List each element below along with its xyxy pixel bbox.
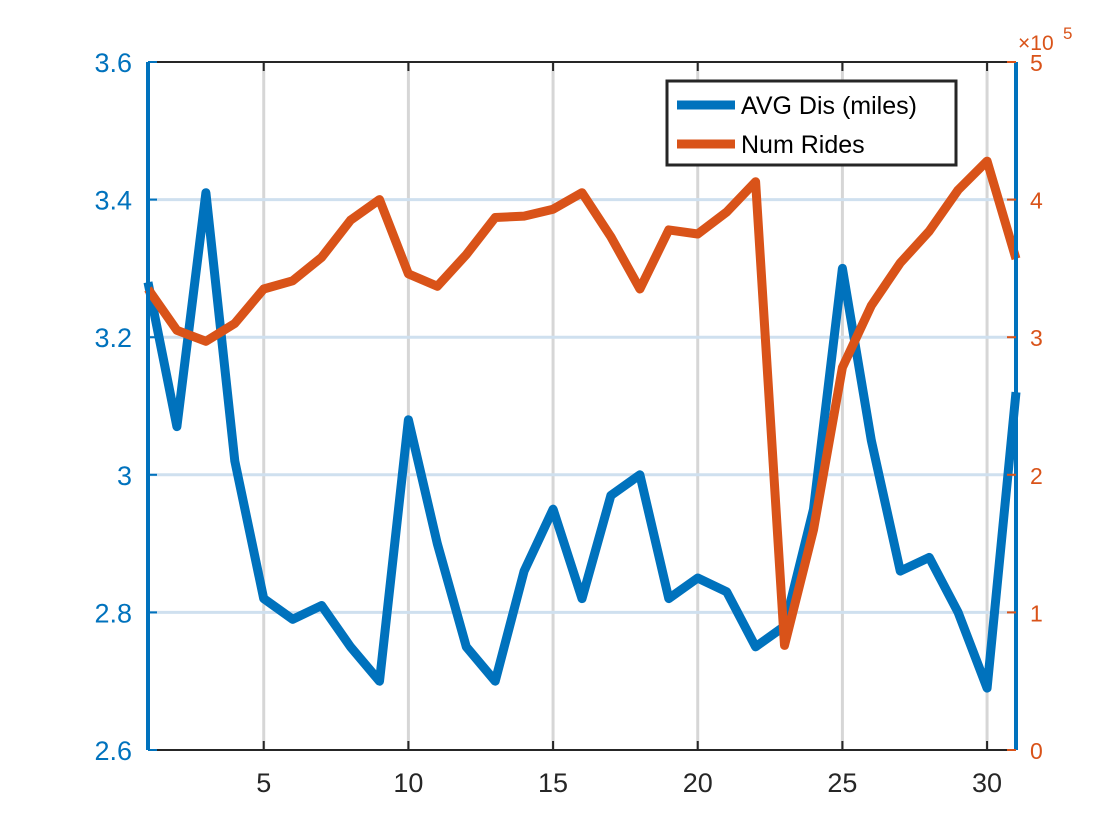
legend-box	[665, 79, 958, 167]
right-tick-label: 1	[1030, 600, 1043, 626]
x-tick-label: 15	[538, 768, 568, 798]
left-tick-label: 3	[117, 461, 132, 491]
right-tick-label: 2	[1030, 463, 1043, 489]
legend-entry-label: AVG Dis (miles)	[741, 92, 917, 120]
series-layer	[143, 156, 1021, 693]
right-axis-exponent-power: 5	[1063, 24, 1072, 43]
num-rides-series-line	[144, 156, 1021, 650]
right-tick-label: 0	[1030, 738, 1043, 764]
x-axis-ticks: 5 10 15 20 25 30	[256, 62, 1002, 798]
left-tick-label: 2.6	[94, 736, 132, 766]
x-tick-label: 10	[393, 768, 423, 798]
left-tick-label: 3.4	[94, 186, 132, 216]
left-y-axis-ticks: 2.6 2.8 3 3.2 3.4 3.6	[94, 48, 157, 766]
left-tick-label: 2.8	[94, 598, 132, 628]
left-tick-label: 3.6	[94, 48, 132, 78]
x-tick-label: 20	[683, 768, 713, 798]
right-tick-label: 5	[1030, 50, 1043, 76]
right-tick-label: 4	[1030, 188, 1043, 214]
left-tick-label: 3.2	[94, 323, 132, 353]
right-axis-exponent-base: ×10	[1018, 32, 1054, 55]
x-tick-label: 30	[972, 768, 1002, 798]
legend-entry-label: Num Rides	[741, 131, 865, 159]
right-tick-label: 3	[1030, 325, 1043, 351]
legend: AVG Dis (miles) Num Rides	[665, 79, 958, 167]
axes-layer	[146, 61, 1018, 751]
avg-distance-series-line	[143, 188, 1021, 693]
x-tick-label: 25	[827, 768, 857, 798]
x-tick-label: 5	[256, 768, 271, 798]
right-y-axis-ticks: 0 1 2 3 4 5	[1007, 50, 1043, 764]
plot-area	[148, 62, 1016, 750]
